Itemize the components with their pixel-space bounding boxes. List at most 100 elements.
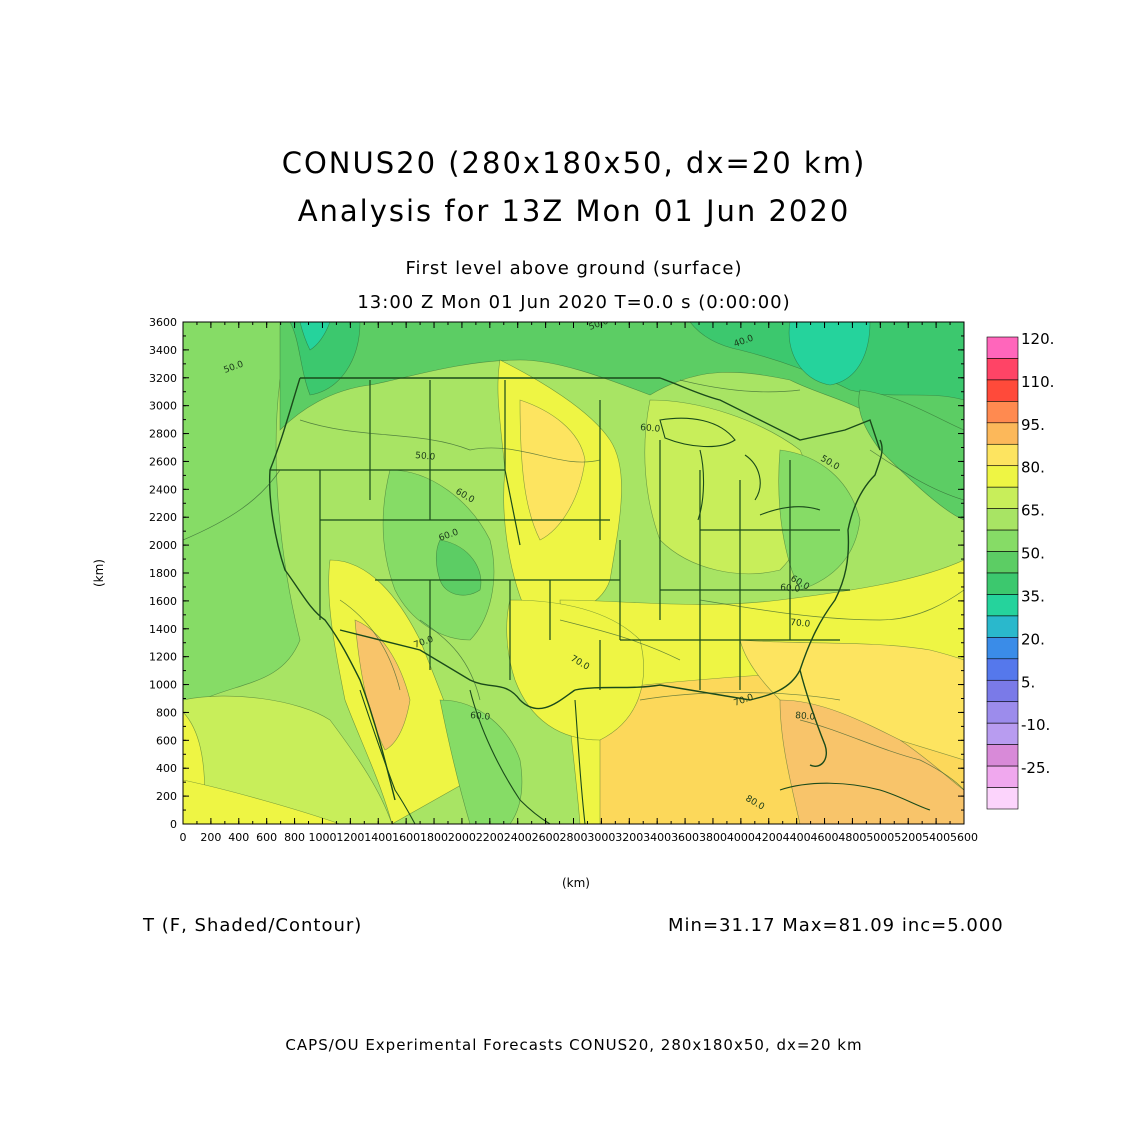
x-tick-label: 3400	[643, 831, 671, 844]
colorbar-label: 35.	[1021, 587, 1045, 605]
baja-coast-line	[359, 689, 416, 824]
colorbar-swatch	[986, 594, 1019, 617]
x-tick-label: 1400	[364, 831, 392, 844]
x-tick-label: 4400	[783, 831, 811, 844]
mexico-gulf-coast-line	[574, 699, 586, 824]
temperature-map: 50.050.060.060.060.050.040.060.070.070.0…	[92, 316, 1054, 890]
colorbar-swatch	[986, 529, 1019, 552]
y-tick-label: 2000	[149, 539, 177, 552]
colorbar: 120. 110. 95. 80. 65. 50. 35. 20. 5. -10. -25.	[986, 330, 1054, 810]
contour-line	[183, 469, 281, 541]
canada-border-line	[300, 377, 881, 451]
lake-erie-line	[759, 506, 821, 516]
appalachian-field	[778, 449, 861, 591]
contour-label: 70.0	[790, 618, 811, 630]
desert-hot-patch	[354, 619, 411, 751]
x-tick-label: 4600	[811, 831, 839, 844]
x-tick-label: 4800	[838, 831, 866, 844]
y-tick-label: 2400	[149, 483, 177, 496]
contour-line	[699, 589, 964, 621]
x-tick-label: 200	[200, 831, 221, 844]
x-tick-label: 0	[180, 831, 187, 844]
colorbar-label: 5.	[1021, 673, 1035, 691]
x-tick-label: 4200	[755, 831, 783, 844]
colorbar-swatch	[986, 765, 1019, 788]
x-axis: 0 200 400 600 800 1000 1200 1400 1600 1800 2000 220…	[180, 322, 978, 844]
map-title: CONUS20 (280x180x50, dx=20 km)	[281, 146, 867, 180]
contour-label: 50.0	[588, 316, 611, 332]
analysis-time-title: Analysis for 13Z Mon 01 Jun 2020	[297, 194, 851, 228]
colorbar-swatch	[986, 336, 1019, 359]
colorbar-label: 110.	[1021, 373, 1054, 391]
x-tick-label: 2200	[476, 831, 504, 844]
x-tick-label: 1200	[336, 831, 364, 844]
contour-label: 80.0	[795, 711, 816, 723]
colorado-cool-patch	[435, 539, 482, 596]
contour-label: 60.0	[780, 583, 801, 595]
x-tick-label: 2400	[504, 831, 532, 844]
x-tick-label: 5000	[866, 831, 894, 844]
variable-label: T (F, Shaded/Contour)	[143, 915, 363, 936]
state-border-lines	[183, 377, 964, 824]
y-tick-label: 3000	[149, 400, 177, 413]
valid-time-subtitle: 13:00 Z Mon 01 Jun 2020 T=0.0 s (0:00:00…	[357, 292, 791, 313]
colorbar-swatch	[986, 551, 1019, 574]
y-tick-label: 200	[156, 790, 177, 803]
contour-line	[639, 692, 841, 701]
y-tick-label: 800	[156, 706, 177, 719]
mexico-border-line	[339, 629, 576, 710]
x-tick-label: 3200	[615, 831, 643, 844]
x-tick-label: 3000	[587, 831, 615, 844]
contour-label: 60.0	[470, 711, 491, 723]
level-subtitle: First level above ground (surface)	[405, 258, 743, 279]
mexico-west-coast-line	[469, 689, 551, 824]
colorbar-label: 95.	[1021, 416, 1045, 434]
state-border-line	[504, 469, 521, 546]
dakotas-warm-patch	[519, 399, 586, 541]
maritime-field	[858, 389, 964, 521]
x-tick-label: 1600	[392, 831, 420, 844]
colorbar-swatch	[986, 787, 1019, 810]
y-tick-label: 1800	[149, 567, 177, 580]
atlantic-coast-line	[799, 439, 883, 671]
y-tick-label: 1200	[149, 651, 177, 664]
x-tick-label: 5200	[894, 831, 922, 844]
y-tick-label: 1400	[149, 623, 177, 636]
x-tick-label: 2800	[560, 831, 588, 844]
x-tick-label: 400	[228, 831, 249, 844]
colorbar-label: 80.	[1021, 459, 1045, 477]
contour-line	[299, 419, 601, 463]
x-tick-label: 3800	[699, 831, 727, 844]
contour-label: 50.0	[415, 451, 436, 463]
colorbar-swatch	[986, 722, 1019, 745]
x-axis-label: (km)	[562, 876, 590, 890]
x-tick-label: 5400	[922, 831, 950, 844]
contour-line	[869, 449, 964, 501]
y-tick-label: 3400	[149, 344, 177, 357]
y-tick-label: 2200	[149, 511, 177, 524]
lake-huron-line	[744, 454, 761, 501]
y-tick-label: 3600	[149, 316, 177, 329]
colorbar-swatch	[986, 615, 1019, 638]
y-tick-label: 2800	[149, 428, 177, 441]
colorbar-swatch	[986, 443, 1019, 467]
y-tick-label: 3200	[149, 372, 177, 385]
colorbar-label: 50.	[1021, 545, 1045, 563]
x-tick-label: 1800	[420, 831, 448, 844]
colorbar-swatch	[986, 379, 1019, 402]
colorbar-label: -25.	[1021, 759, 1050, 777]
x-tick-label: 1000	[308, 831, 336, 844]
colorbar-swatch	[986, 486, 1019, 509]
x-tick-label: 3600	[671, 831, 699, 844]
colorbar-swatch	[986, 637, 1019, 660]
mexico-highland-field	[439, 699, 523, 824]
colorbar-swatch	[986, 508, 1019, 531]
x-tick-label: 800	[284, 831, 305, 844]
colorbar-swatch	[986, 465, 1019, 488]
contour-label: 60.0	[640, 423, 661, 435]
contour-line	[559, 619, 681, 661]
bc-coldest-patch	[299, 322, 331, 351]
y-tick-label: 600	[156, 734, 177, 747]
cuba-line	[779, 782, 931, 811]
lake-michigan-line	[697, 449, 705, 521]
